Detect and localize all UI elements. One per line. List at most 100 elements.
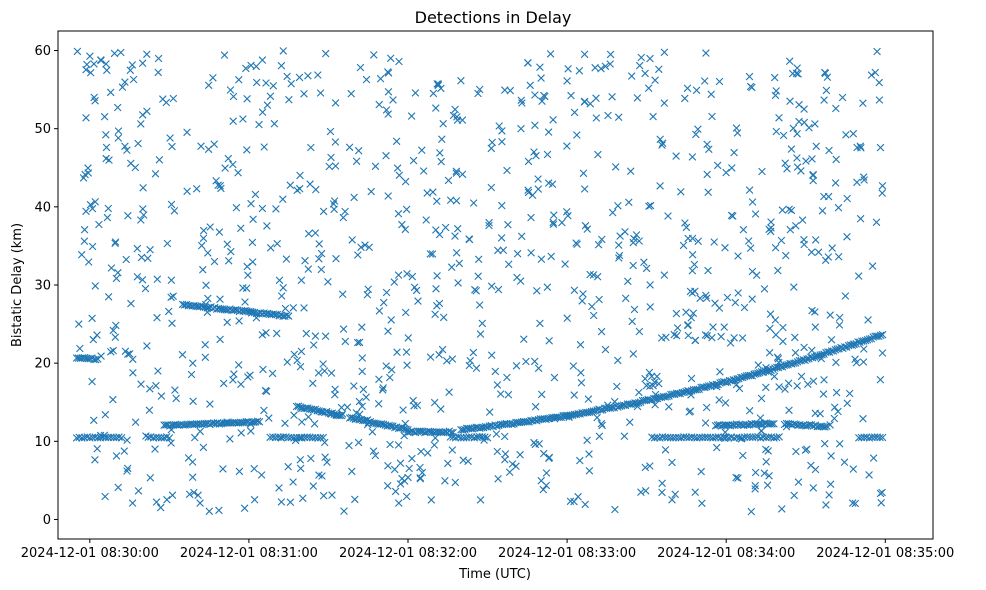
data-point — [498, 201, 506, 210]
data-point — [146, 474, 155, 482]
data-point — [821, 423, 829, 431]
data-point — [331, 390, 339, 399]
data-point — [154, 68, 162, 77]
data-point — [189, 359, 197, 367]
data-point — [628, 317, 636, 326]
data-point — [524, 59, 532, 67]
data-point — [503, 166, 511, 175]
data-point — [703, 140, 711, 149]
data-point — [859, 358, 868, 366]
data-point — [297, 276, 306, 285]
data-point — [219, 465, 227, 473]
data-point — [681, 94, 689, 103]
data-point — [82, 207, 90, 216]
data-point — [352, 157, 361, 166]
data-point — [849, 129, 858, 138]
data-point — [800, 343, 808, 352]
data-point — [226, 86, 235, 94]
data-point — [765, 472, 773, 480]
data-point — [635, 61, 644, 70]
data-point — [337, 411, 346, 420]
data-point — [437, 157, 445, 166]
data-point — [447, 428, 455, 437]
data-point — [497, 234, 506, 242]
data-point — [684, 321, 692, 330]
data-point — [550, 373, 559, 382]
data-point — [416, 463, 424, 472]
data-point — [451, 478, 460, 487]
data-point — [452, 249, 461, 257]
data-point — [673, 324, 682, 332]
data-point — [878, 189, 886, 197]
data-point — [451, 232, 459, 240]
data-point — [534, 185, 543, 193]
data-point — [730, 334, 738, 342]
data-point — [283, 358, 292, 366]
data-point — [579, 290, 587, 298]
data-point — [834, 203, 843, 212]
data-point — [532, 151, 540, 160]
data-point — [453, 113, 461, 121]
data-point — [210, 140, 218, 148]
data-point — [703, 170, 711, 179]
data-point — [408, 454, 416, 463]
data-point — [757, 394, 766, 403]
data-point — [361, 241, 369, 249]
data-point — [632, 231, 641, 239]
data-point — [433, 80, 441, 88]
data-point — [304, 413, 313, 421]
data-point — [573, 131, 581, 139]
data-point — [595, 295, 603, 304]
data-point — [209, 74, 217, 82]
data-point — [656, 182, 664, 190]
data-point — [604, 111, 612, 120]
data-point — [492, 430, 501, 438]
data-point — [878, 349, 887, 357]
data-point — [592, 114, 601, 122]
data-point — [90, 416, 98, 425]
data-point — [576, 340, 585, 349]
data-point — [734, 289, 742, 297]
data-point — [250, 464, 258, 473]
data-point — [748, 295, 756, 303]
data-point — [304, 229, 313, 238]
data-point — [279, 284, 287, 292]
data-point — [409, 396, 417, 405]
data-point — [517, 232, 526, 241]
data-point — [329, 200, 338, 208]
data-point — [416, 474, 425, 482]
data-point — [765, 348, 774, 357]
data-point — [585, 450, 593, 458]
data-point — [214, 181, 222, 189]
data-point — [825, 146, 833, 155]
data-point — [90, 60, 98, 68]
data-point — [534, 175, 542, 183]
data-point — [314, 369, 323, 377]
data-point — [316, 433, 325, 442]
data-point — [820, 439, 829, 448]
data-point — [476, 496, 485, 504]
data-point — [110, 49, 119, 58]
data-point — [691, 488, 699, 496]
data-point — [763, 481, 772, 489]
data-point — [668, 496, 676, 504]
data-point — [134, 139, 142, 148]
data-point — [589, 311, 598, 320]
data-point — [437, 405, 445, 413]
data-point — [781, 385, 789, 393]
data-point — [595, 432, 604, 441]
data-point — [539, 449, 548, 458]
data-point — [315, 255, 323, 263]
data-point — [123, 467, 131, 475]
data-point — [151, 170, 160, 178]
data-point — [241, 298, 249, 306]
data-point — [721, 399, 730, 407]
data-point — [354, 438, 363, 447]
data-point — [162, 433, 171, 441]
data-point — [411, 89, 420, 97]
data-point — [466, 356, 474, 365]
data-point — [401, 225, 410, 234]
data-point — [131, 418, 140, 426]
data-point — [478, 319, 487, 328]
data-point — [830, 403, 839, 412]
